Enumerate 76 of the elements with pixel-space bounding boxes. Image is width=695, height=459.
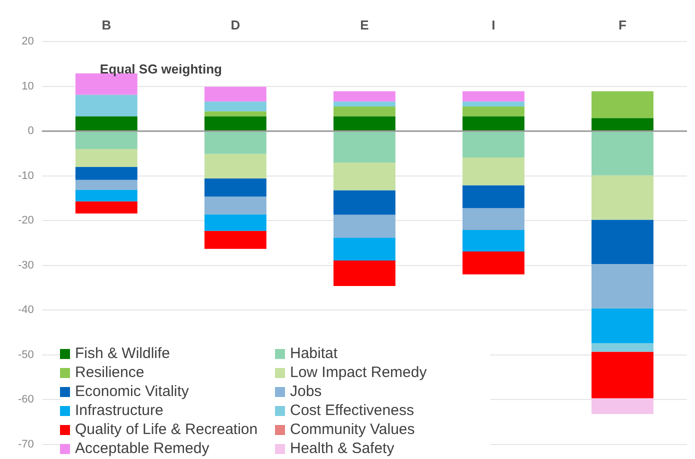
bar [75, 94, 138, 116]
bar [333, 102, 396, 106]
bar [592, 264, 654, 308]
bar [75, 116, 138, 131]
bar [333, 116, 396, 131]
legend-label: Infrastructure [75, 402, 164, 419]
bar [462, 185, 524, 208]
legend-label: Fish & Wildlife [75, 345, 170, 362]
bar [204, 214, 266, 231]
bar [462, 102, 524, 106]
legend-label: Economic Vitality [75, 383, 189, 400]
bar [204, 111, 266, 116]
bar [333, 91, 396, 102]
bar [333, 214, 396, 238]
bar [204, 116, 266, 131]
bar [333, 132, 396, 162]
bar [462, 208, 524, 230]
bar [75, 201, 138, 214]
x-tick-label: B [102, 17, 112, 32]
x-tick-label: D [230, 17, 240, 32]
bar [462, 252, 524, 274]
bar [592, 220, 654, 264]
y-tick-label: -70 [18, 438, 34, 450]
bar [592, 91, 654, 118]
bar [75, 166, 138, 180]
bar [75, 180, 138, 190]
bar [592, 118, 654, 131]
bar [592, 132, 654, 176]
y-tick-label: -50 [18, 348, 34, 361]
bar [462, 106, 524, 116]
bar [204, 102, 266, 112]
bar [333, 190, 396, 215]
bar [75, 190, 138, 202]
annotation: Equal SG weighting [100, 62, 222, 77]
legend-label: Low Impact Remedy [290, 364, 427, 381]
bar [204, 154, 266, 179]
y-tick-label: -30 [18, 259, 34, 272]
bar [462, 91, 524, 102]
bar [462, 230, 524, 252]
bar [333, 260, 396, 286]
legend-label: Community Values [290, 421, 415, 438]
bar [592, 308, 654, 344]
y-tick-label: -60 [18, 394, 34, 406]
bar [462, 116, 524, 131]
bar [592, 343, 654, 352]
bar [592, 398, 654, 414]
legend-label: Cost Effectiveness [290, 402, 414, 419]
x-tick-label: I [492, 17, 496, 32]
y-tick-label: -10 [18, 170, 34, 182]
bar [462, 132, 524, 158]
bar [75, 149, 138, 167]
y-tick-label: 20 [22, 36, 34, 48]
bar [462, 158, 524, 186]
legend-label: Resilience [75, 364, 144, 381]
y-tick-label: 10 [22, 80, 34, 92]
legend-label: Acceptable Remedy [75, 440, 210, 457]
bar [204, 86, 266, 102]
bar [333, 106, 396, 116]
legend-label: Habitat [290, 345, 338, 362]
bar [333, 238, 396, 260]
x-tick-label: E [360, 17, 370, 32]
legend-label: Jobs [290, 383, 322, 400]
x-tick-label: F [618, 17, 627, 32]
bar [204, 230, 266, 249]
bar [204, 132, 266, 154]
bar [333, 162, 396, 190]
bar [592, 175, 654, 220]
y-tick-label: 0 [28, 125, 34, 138]
y-tick-label: -20 [18, 214, 34, 227]
legend-label: Quality of Life & Recreation [75, 421, 258, 438]
y-tick-label: -40 [18, 304, 34, 316]
bar [204, 178, 266, 196]
bar [204, 196, 266, 214]
legend-label: Health & Safety [290, 440, 394, 457]
bar [75, 132, 138, 150]
bar [592, 352, 654, 398]
